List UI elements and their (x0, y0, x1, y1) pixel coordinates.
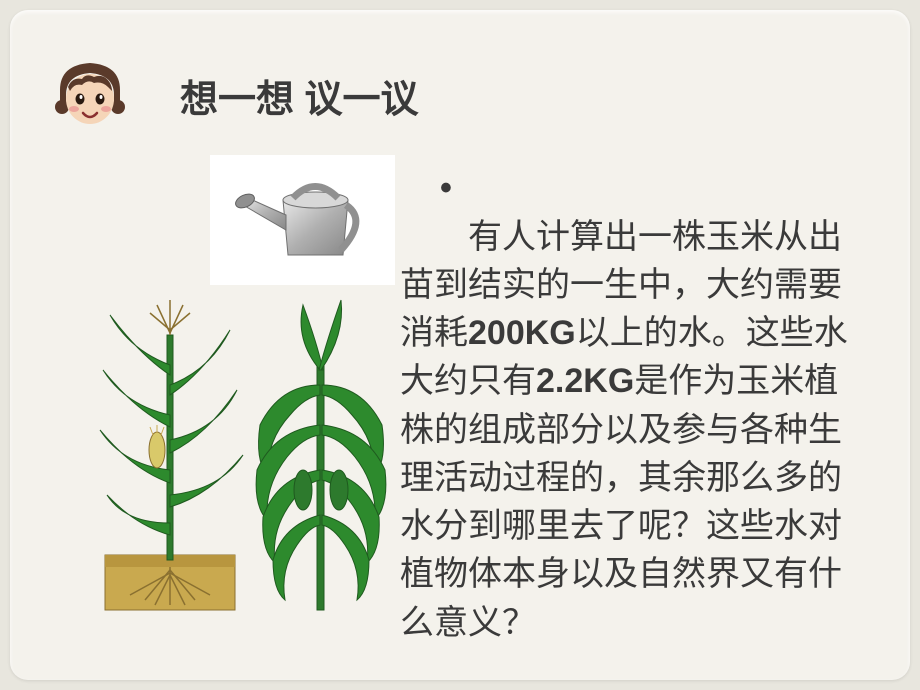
girl-face-icon (50, 55, 130, 135)
text-bold-1: 200KG (468, 314, 576, 352)
bullet-icon: • (440, 165, 452, 213)
slide-header: 想一想 议一议 (50, 55, 870, 135)
slide-content: • 有人计算出一株玉米从出苗到结实的一生中，大约需要消耗200KG以上的水。这些… (50, 155, 870, 647)
text-seg-3: 是作为玉米植株的组成部分以及参与各种生理活动过程的，其余那么多的水分到哪里去了呢… (400, 362, 842, 641)
illustration-column (50, 155, 400, 647)
watered-plant-icon (256, 300, 386, 610)
slide-container: 想一想 议一议 (10, 10, 910, 680)
corn-plant-icon (100, 300, 243, 560)
text-column: • 有人计算出一株玉米从出苗到结实的一生中，大约需要消耗200KG以上的水。这些… (400, 155, 870, 647)
soil-icon (105, 555, 235, 610)
text-bold-2: 2.2KG (536, 362, 634, 400)
plants-illustration (95, 245, 425, 625)
slide-title: 想一想 议一议 (180, 68, 419, 123)
body-paragraph: 有人计算出一株玉米从出苗到结实的一生中，大约需要消耗200KG以上的水。这些水大… (400, 213, 870, 647)
